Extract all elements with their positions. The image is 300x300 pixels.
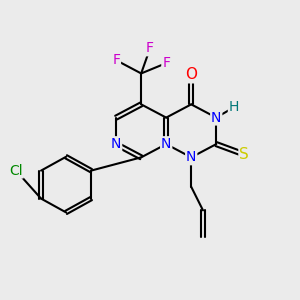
Text: N: N bbox=[161, 137, 171, 151]
Text: O: O bbox=[185, 68, 197, 82]
Text: N: N bbox=[186, 150, 196, 164]
Text: Cl: Cl bbox=[9, 164, 23, 178]
Text: H: H bbox=[229, 100, 239, 114]
Text: F: F bbox=[146, 41, 154, 56]
Text: N: N bbox=[111, 137, 121, 151]
Text: N: N bbox=[211, 111, 221, 124]
Text: S: S bbox=[239, 147, 249, 162]
Text: F: F bbox=[112, 53, 120, 67]
Text: F: F bbox=[162, 56, 170, 70]
